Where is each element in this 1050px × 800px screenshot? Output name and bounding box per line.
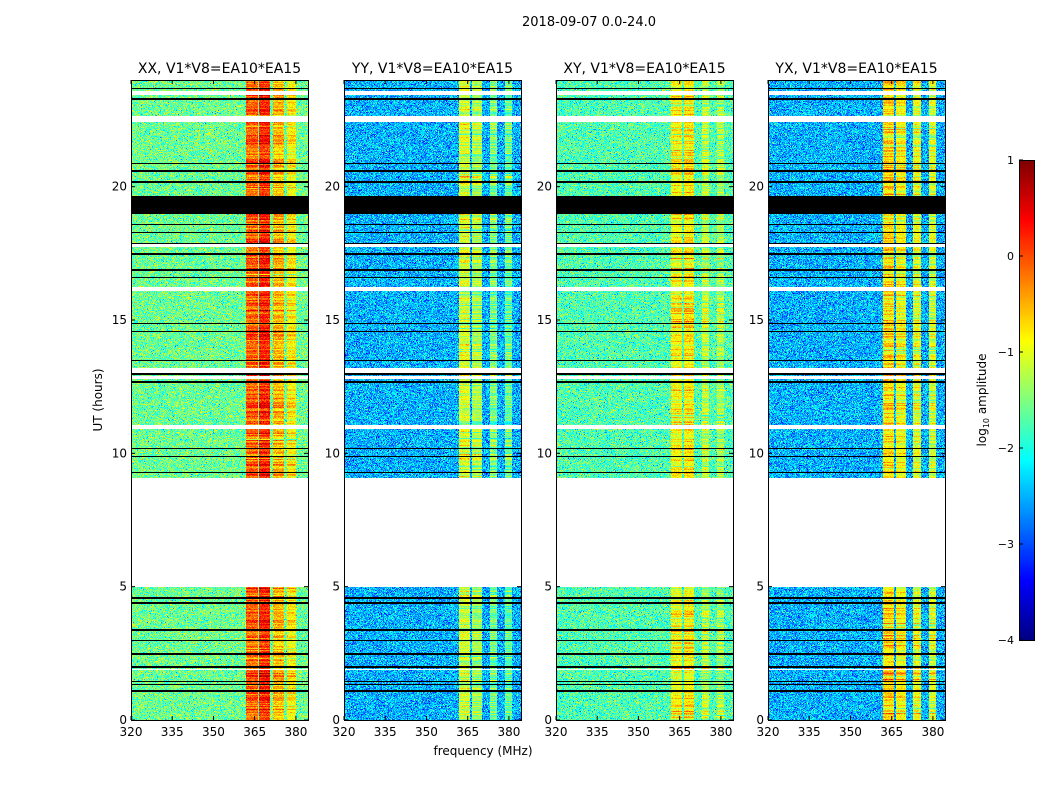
plot-frame <box>768 80 946 721</box>
x-tick-label: 365 <box>668 725 691 739</box>
y-tick-label: 0 <box>544 713 552 727</box>
colorbar-gradient <box>1019 160 1034 640</box>
colorbar-label: log10 amplitude <box>975 354 991 447</box>
y-tick-label: 15 <box>112 313 127 327</box>
y-tick-label: 5 <box>119 580 127 594</box>
y-tick-label: 10 <box>537 446 552 460</box>
x-tick-label: 365 <box>880 725 903 739</box>
x-tick-label: 380 <box>497 725 520 739</box>
heatmap-yy <box>344 80 521 720</box>
plot-frame <box>131 80 309 721</box>
x-tick-label: 320 <box>120 725 143 739</box>
x-tick-label: 380 <box>921 725 944 739</box>
x-tick-label: 380 <box>284 725 307 739</box>
panel-title: YY, V1*V8=EA10*EA15 <box>351 61 513 77</box>
y-tick-label: 15 <box>537 313 552 327</box>
x-tick-label: 350 <box>415 725 438 739</box>
x-tick-label: 335 <box>798 725 821 739</box>
y-tick-label: 5 <box>544 580 552 594</box>
colorbar-frame <box>1019 160 1035 641</box>
heatmap-yx <box>768 80 945 720</box>
heatmap-xx <box>131 80 308 720</box>
y-tick-label: 15 <box>749 313 764 327</box>
x-tick-label: 350 <box>839 725 862 739</box>
x-tick-label: 320 <box>757 725 780 739</box>
y-tick-label: 20 <box>749 180 764 194</box>
panel-title: XY, V1*V8=EA10*EA15 <box>563 61 725 77</box>
y-tick-label: 0 <box>119 713 127 727</box>
y-tick-label: 5 <box>332 580 340 594</box>
y-tick-label: 10 <box>749 446 764 460</box>
x-tick-label: 365 <box>456 725 479 739</box>
y-tick-label: 20 <box>537 180 552 194</box>
x-tick-label: 350 <box>202 725 225 739</box>
y-tick-label: 0 <box>756 713 764 727</box>
y-axis-label: UT (hours) <box>91 368 105 431</box>
x-tick-label: 365 <box>243 725 266 739</box>
x-tick-label: 350 <box>627 725 650 739</box>
colorbar-tick-label: 0 <box>1007 250 1014 263</box>
y-tick-label: 20 <box>112 180 127 194</box>
x-tick-label: 380 <box>709 725 732 739</box>
plot-frame <box>556 80 734 721</box>
y-tick-label: 0 <box>332 713 340 727</box>
figure-title: 2018-09-07 0.0-24.0 <box>522 15 656 30</box>
x-axis-label: frequency (MHz) <box>433 744 532 758</box>
plot-frame <box>344 80 522 721</box>
colorbar-tick-label: −3 <box>998 538 1014 551</box>
heatmap-xy <box>556 80 733 720</box>
x-tick-label: 320 <box>545 725 568 739</box>
panel-title: YX, V1*V8=EA10*EA15 <box>774 61 937 77</box>
x-tick-label: 320 <box>333 725 356 739</box>
y-tick-label: 10 <box>112 446 127 460</box>
x-tick-label: 335 <box>161 725 184 739</box>
x-tick-label: 335 <box>374 725 397 739</box>
panel-title: XX, V1*V8=EA10*EA15 <box>138 61 301 77</box>
colorbar-tick-label: −2 <box>998 442 1014 455</box>
y-tick-label: 5 <box>756 580 764 594</box>
y-tick-label: 15 <box>325 313 340 327</box>
y-tick-label: 20 <box>325 180 340 194</box>
x-tick-label: 335 <box>586 725 609 739</box>
colorbar-tick-label: −1 <box>998 346 1014 359</box>
colorbar-tick-label: 1 <box>1007 154 1014 167</box>
y-tick-label: 10 <box>325 446 340 460</box>
colorbar-tick-label: −4 <box>998 634 1014 647</box>
